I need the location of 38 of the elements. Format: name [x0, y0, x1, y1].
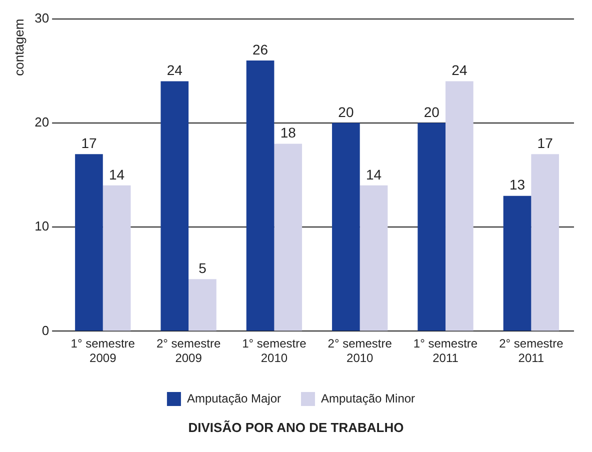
legend-label: Amputação Minor: [321, 391, 416, 406]
data-label: 24: [166, 62, 183, 78]
x-tick-label: 2° semestre 2010: [328, 336, 392, 366]
x-tick-label: 1° semestre 2009: [70, 336, 136, 366]
x-tick-label: 1° semestre 2011: [413, 336, 478, 366]
data-label: 24: [452, 62, 468, 78]
data-label: 20: [338, 104, 354, 120]
x-tick-label: 2° semestre 2011: [499, 336, 564, 366]
bar: [418, 122, 446, 331]
y-axis-title: contagem: [11, 18, 26, 76]
bar: [246, 60, 274, 331]
x-tick-label: 2° semestre 2009: [156, 336, 221, 366]
bar: [531, 154, 560, 331]
data-label: 13: [509, 176, 526, 193]
bar: [160, 81, 189, 331]
bar: [503, 196, 532, 331]
bar: [75, 154, 103, 331]
data-label: 17: [81, 135, 97, 152]
x-axis-title: DIVISÃO POR ANO DE TRABALHO: [187, 420, 405, 435]
y-tick-label: 10: [34, 218, 50, 234]
x-tick-label: 1° semestre 2010: [242, 336, 307, 366]
data-label: 14: [366, 166, 382, 182]
bar: [188, 279, 216, 331]
data-label: 5: [198, 260, 207, 276]
legend-label: Amputação Major: [186, 391, 282, 406]
data-label: 14: [109, 166, 125, 182]
bar: [360, 185, 388, 331]
bar: [274, 144, 302, 331]
y-tick-label: 0: [42, 322, 50, 338]
bar: [102, 185, 131, 331]
y-tick-label: 30: [34, 10, 50, 26]
data-label: 20: [424, 104, 440, 120]
data-label: 17: [537, 135, 554, 152]
bar: [332, 122, 360, 331]
bar: [446, 81, 474, 331]
y-tick-label: 20: [34, 114, 50, 130]
data-label: 18: [280, 124, 296, 141]
data-label: 26: [252, 41, 268, 58]
